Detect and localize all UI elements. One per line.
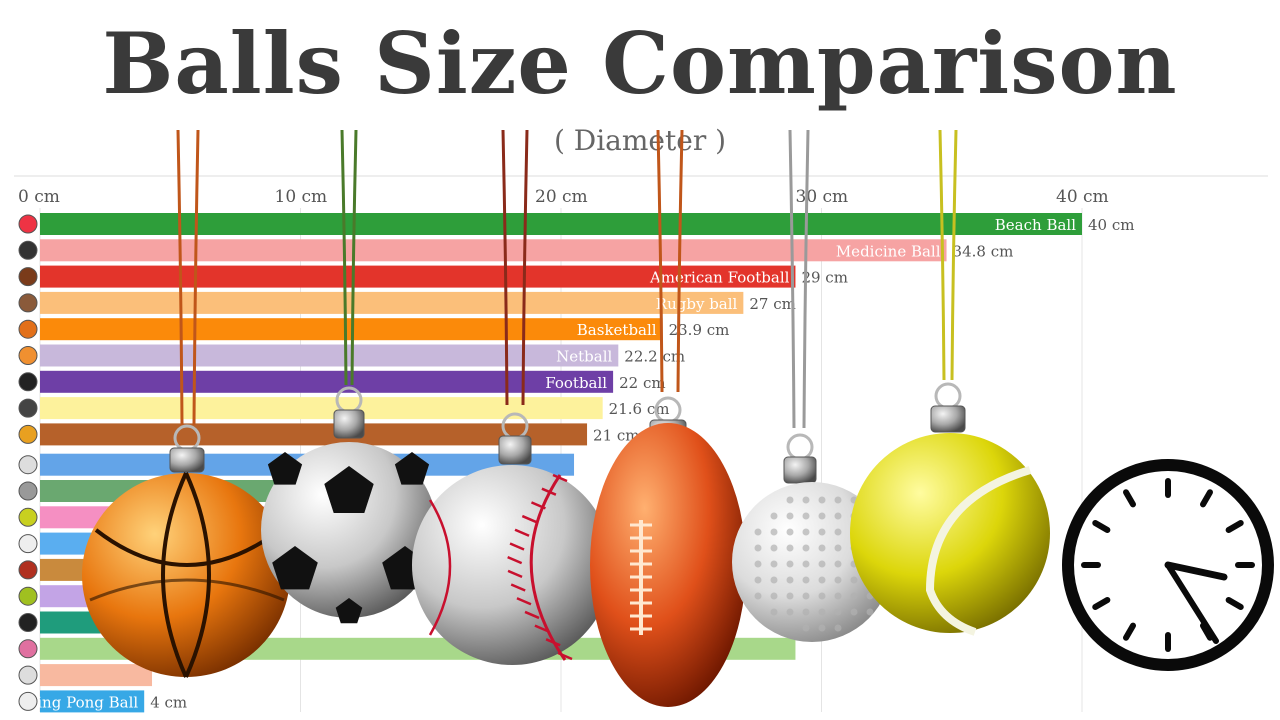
bar-value-label: 29 cm [801,269,847,287]
bar-value-label: 4 cm [150,693,187,711]
bar [40,558,236,581]
golf-ball-icon [18,665,38,685]
clock-minute-hand [1165,562,1219,644]
bar [40,480,327,502]
bar [40,265,796,288]
clock-icon [1062,459,1274,671]
bar-value-label: 22 cm [619,374,665,392]
ball-icon [18,639,38,659]
squash-ball-icon [18,586,38,606]
bar-category-label: Football [545,374,607,392]
bar-category-label: Rugby ball [656,295,738,313]
shuttlecock-icon [18,455,38,475]
bar [40,397,603,420]
bar [40,506,301,529]
x-tick-label: 0 cm [18,187,60,207]
bar-category-label: Medicine Ball [836,242,941,260]
bar [40,239,947,262]
x-tick-label: 40 cm [1056,187,1109,207]
bar [40,637,796,660]
softball-icon [18,481,38,501]
x-tick-label: 10 cm [275,187,328,207]
rugby-ball-icon [18,293,38,313]
bar-category-label: Beach Ball [995,216,1076,234]
bar [40,423,588,446]
netball-icon [18,346,38,365]
basketball-icon [18,319,38,339]
american-football-icon [18,267,38,287]
bar [40,585,223,608]
football-icon [18,372,38,392]
bar-category-label: American Football [649,269,790,287]
x-tick-label: 20 cm [535,187,588,207]
bar-value-label: 21 cm [593,426,639,444]
bar-value-label: 23.9 cm [669,321,730,339]
bar [40,344,619,367]
ping-pong-ball-icon [18,691,38,711]
bar-value-label: 21.6 cm [609,400,670,418]
bowling-ball-icon [18,398,38,418]
bar-category-label: Basketball [577,321,657,339]
bar [40,664,153,687]
bar-category-label: ing Pong Ball [37,693,138,711]
bar [40,318,663,341]
bar-value-label: 27 cm [749,295,795,313]
beach-ball-icon [18,214,38,234]
tennis-ball-icon [18,507,38,527]
chart-subtitle: ( Diameter ) [553,124,727,157]
bar [40,690,145,713]
bar-value-label: 40 cm [1088,216,1134,234]
bar [40,213,1082,235]
medicine-ball-icon [18,240,38,260]
volleyball-icon [18,424,38,444]
cricket-ball-icon [18,560,38,580]
bar [40,291,744,314]
bar [40,370,614,393]
x-tick-label: 30 cm [796,187,849,207]
bar-value-label: 22.2 cm [624,348,685,366]
chart-title: Balls Size Comparison [102,14,1178,113]
baseball-icon [18,534,38,554]
clock-hour-hand [1164,561,1228,581]
bar [40,453,575,476]
bar-value-label: 34.8 cm [953,242,1014,260]
bar-category-label: Netball [556,348,612,366]
billiard-ball-icon [18,613,38,632]
bar [40,532,249,555]
bar [40,611,189,634]
